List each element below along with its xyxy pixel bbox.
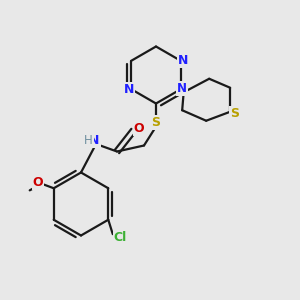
Text: O: O [134, 122, 144, 136]
Text: S: S [152, 116, 160, 130]
Text: N: N [178, 54, 188, 67]
Text: N: N [124, 83, 134, 96]
Text: H: H [84, 134, 93, 147]
Text: N: N [177, 82, 187, 95]
Text: N: N [89, 134, 100, 148]
Text: S: S [230, 107, 239, 120]
Text: Cl: Cl [114, 231, 127, 244]
Text: O: O [33, 176, 44, 189]
